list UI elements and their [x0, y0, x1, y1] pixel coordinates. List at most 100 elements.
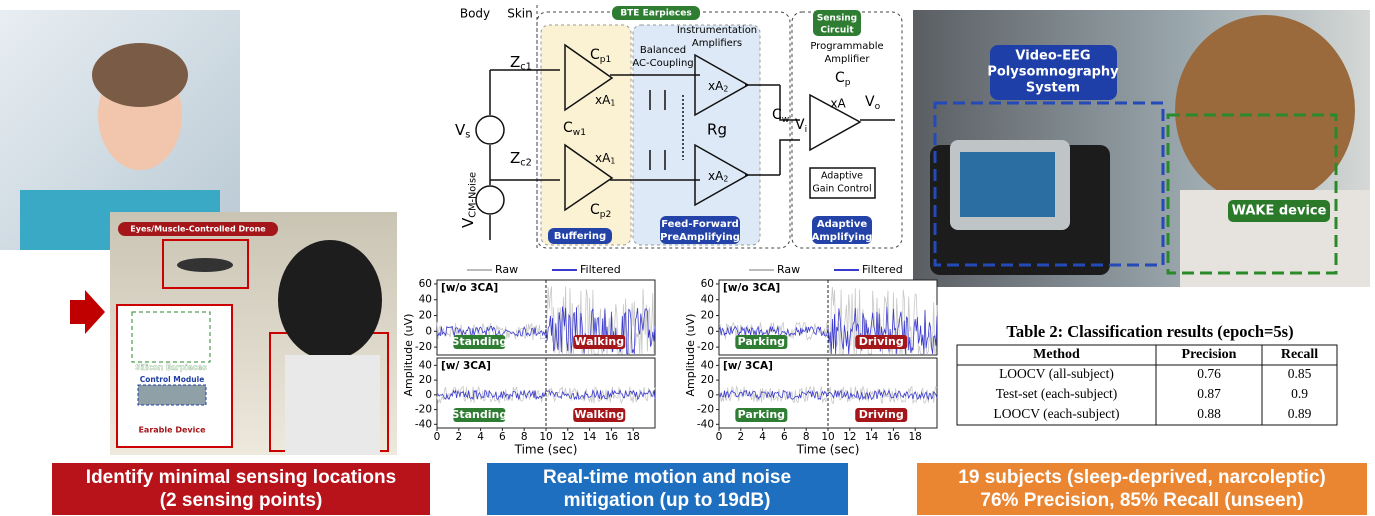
legend-label: Raw [495, 263, 518, 276]
table-cell: 0.76 [1197, 366, 1221, 381]
wake-label: WAKE device [1232, 204, 1327, 219]
device-label: Earable Device [138, 426, 206, 435]
table-cell: 0.88 [1197, 406, 1221, 421]
left-caption: Identify minimal sensing locations [86, 467, 396, 488]
zc1-sub: c1 [520, 62, 532, 73]
cw1-main: C [563, 120, 573, 136]
cw-sub: w [782, 115, 790, 125]
cp2-main: C [590, 202, 600, 218]
y-tick-label: -20 [415, 404, 432, 416]
table-cell: Test-set (each-subject) [996, 386, 1118, 401]
y-tick-label: -20 [697, 341, 714, 353]
cp: Cp [835, 70, 851, 88]
right-caption: 76% Precision, 85% Recall (unseen) [980, 490, 1303, 511]
legend-label: Filtered [580, 263, 621, 276]
zc2-main: Z [510, 149, 520, 167]
drone-label: Eyes/Muscle-Controlled Drone [130, 225, 266, 234]
x-tick-label: 0 [716, 431, 723, 443]
drone [177, 258, 233, 272]
vo: Vo [865, 94, 881, 112]
middle-caption: Real-time motion and noise [543, 467, 791, 488]
shirt-back [285, 355, 380, 455]
x-tick-label: 10 [821, 431, 834, 443]
vi-main: V [795, 117, 805, 133]
y-tick-label: -20 [697, 404, 714, 416]
cp1-sub: p1 [600, 55, 612, 65]
x-tick-label: 8 [803, 431, 810, 443]
prog-label: Amplifier [824, 54, 870, 65]
cw-main: C [772, 107, 782, 123]
adaptive-label: Adaptive [817, 219, 868, 230]
state-label: Walking [574, 408, 624, 421]
x-tick-label: 4 [477, 431, 484, 443]
skin-label: Skin [507, 7, 533, 21]
cp1-main: C [590, 47, 600, 63]
cp-main: C [835, 70, 845, 86]
y-tick-label: 0 [707, 325, 714, 337]
sensing-label: Sensing [817, 14, 857, 24]
zc1: Zc1 [510, 53, 532, 73]
xa2-sub: 2 [723, 85, 728, 94]
y-tick-label: 60 [419, 278, 432, 290]
state-label: Walking [574, 335, 624, 348]
y-tick-label: 0 [425, 325, 432, 337]
system-label: Video-EEG [1015, 49, 1090, 64]
figure: Eyes/Muscle-Controlled DroneSilicon Earp… [0, 0, 1375, 516]
y-tick-label: 40 [419, 294, 432, 306]
head [278, 240, 382, 360]
balanced-label: AC-Coupling [632, 58, 693, 69]
head-back [1175, 15, 1355, 205]
table-header: Precision [1182, 347, 1237, 362]
table-title: Table 2: Classification results (epoch=5… [1006, 322, 1293, 341]
zc2: Zc2 [510, 149, 532, 169]
table-cell: 0.87 [1197, 386, 1221, 401]
vs-sub: s [465, 130, 470, 141]
table-cell: LOOCV (each-subject) [993, 406, 1119, 421]
x-tick-label: 2 [455, 431, 462, 443]
agc-label: Adaptive [821, 171, 863, 182]
adaptive-label: Amplifying [812, 232, 873, 243]
middle-caption: mitigation (up to 19dB) [564, 490, 771, 511]
x-tick-label: 14 [865, 431, 879, 443]
vcm-sub: CM-Noise [468, 172, 479, 218]
legend-label: Raw [777, 263, 800, 276]
x-tick-label: 2 [737, 431, 744, 443]
sensing-label: Circuit [820, 26, 854, 36]
x-tick-label: 18 [909, 431, 922, 443]
hair [92, 43, 188, 107]
table-cell: 0.9 [1291, 386, 1308, 401]
xa1-sub: 1 [610, 99, 615, 108]
y-axis-label: Amplitude (uV) [684, 314, 697, 397]
bte-label: BTE Earpieces [620, 9, 691, 19]
agc-label: Gain Control [812, 184, 871, 195]
y-axis-label: Amplitude (uV) [402, 314, 415, 397]
system-label: Polysomnography [987, 65, 1119, 80]
xa1-main: xA [595, 93, 611, 107]
rg-label: Rg [707, 121, 727, 139]
x-tick-label: 4 [759, 431, 766, 443]
right-caption: 19 subjects (sleep-deprived, narcoleptic… [958, 467, 1325, 488]
state-label: Standing [451, 408, 507, 421]
panel-title: [w/o 3CA] [723, 282, 780, 294]
cp2-sub: p2 [600, 210, 612, 220]
y-tick-label: 0 [707, 389, 714, 401]
vi-sub: i [805, 125, 808, 135]
instr-label: Instrumentation [677, 25, 757, 36]
state-label: Driving [859, 408, 904, 421]
x-tick-label: 6 [781, 431, 788, 443]
legend-label: Filtered [862, 263, 903, 276]
y-tick-label: 20 [701, 310, 714, 322]
xa2-main: xA [708, 79, 724, 93]
feed-label: PreAmplifying [660, 232, 740, 243]
table-cell: 0.89 [1288, 406, 1312, 421]
xa1-sub: 1 [610, 157, 615, 166]
panel-title: [w/ 3CA] [723, 360, 773, 372]
y-tick-label: 20 [419, 374, 432, 386]
prog-label: Programmable [810, 41, 883, 52]
y-tick-label: -40 [697, 418, 714, 430]
module-label: Control Module [140, 375, 205, 384]
y-tick-label: 40 [701, 294, 714, 306]
balanced-label: Balanced [640, 45, 686, 56]
panel-title: [w/ 3CA] [441, 360, 491, 372]
xa2-main: xA [708, 169, 724, 183]
